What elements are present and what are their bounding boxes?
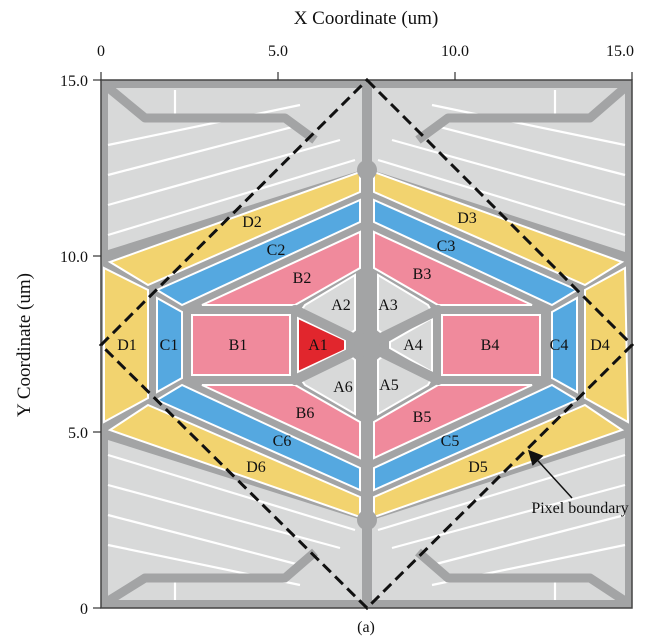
x-tick-label: 10.0 (441, 43, 469, 60)
segment-d4 (584, 266, 630, 424)
label-c3: C3 (437, 238, 456, 255)
x-tick-label: 15.0 (606, 43, 634, 60)
segment-b3 (373, 230, 533, 306)
y-tick-label: 5.0 (68, 425, 88, 442)
y-tick-label: 0 (80, 601, 88, 618)
label-c1: C1 (160, 337, 179, 354)
segment-d2 (107, 170, 361, 287)
pixel-boundary-label: Pixel boundary (531, 500, 628, 517)
outer-cell-traces (102, 81, 631, 607)
x-tick-label: 5.0 (268, 43, 288, 60)
d-ring (103, 170, 630, 519)
segment-b4 (441, 314, 541, 376)
label-b3: B3 (413, 266, 432, 283)
figure-caption: (a) (357, 619, 375, 636)
segment-labels: A1 A2 A3 A4 A5 A6 B1 B2 B3 B4 B5 B6 C1 C… (117, 210, 610, 476)
label-c2: C2 (267, 242, 286, 259)
segment-d6 (107, 403, 361, 519)
x-tick-label: 0 (97, 43, 105, 60)
segment-b2 (201, 230, 361, 306)
axis-ticks (93, 72, 633, 609)
label-a6: A6 (333, 379, 353, 396)
y-tick-label: 15.0 (60, 73, 88, 90)
segment-b5 (373, 384, 533, 460)
segment-c3 (373, 198, 580, 307)
label-b2: B2 (293, 270, 312, 287)
label-b1: B1 (229, 337, 248, 354)
label-b6: B6 (296, 405, 315, 422)
label-a3: A3 (378, 297, 398, 314)
a-region (297, 273, 434, 416)
label-d6: D6 (246, 459, 266, 476)
segment-b1 (191, 314, 291, 376)
label-c5: C5 (441, 433, 460, 450)
segment-c1 (156, 296, 183, 394)
label-d2: D2 (242, 214, 262, 231)
label-b5: B5 (413, 409, 432, 426)
segment-d5 (373, 403, 625, 519)
segment-a1 (297, 316, 346, 374)
b-ring (191, 230, 541, 460)
label-a1: A1 (308, 337, 328, 354)
segment-c6 (154, 383, 361, 492)
c-ring (154, 198, 580, 492)
y-axis-title: Y Coordinate (um) (14, 273, 35, 417)
segment-b6 (201, 384, 361, 460)
plot-area (101, 80, 632, 608)
segment-d1 (103, 266, 149, 424)
label-d5: D5 (468, 459, 488, 476)
pixel-boundary (98, 77, 635, 611)
y-tick-label: 10.0 (60, 249, 88, 266)
segment-c2 (154, 198, 361, 307)
label-d3: D3 (457, 210, 477, 227)
label-d4: D4 (590, 337, 610, 354)
x-axis-title: X Coordinate (um) (294, 8, 439, 29)
label-a5: A5 (379, 377, 399, 394)
label-a4: A4 (403, 337, 423, 354)
label-c6: C6 (273, 433, 292, 450)
label-b4: B4 (481, 337, 500, 354)
label-c4: C4 (550, 337, 569, 354)
segment-c4 (551, 296, 578, 394)
upper-spine-node (357, 160, 377, 180)
outer-cell-grooves (107, 90, 626, 600)
lower-spine-node (357, 510, 377, 530)
center-node (355, 333, 379, 357)
segment-d3 (373, 170, 625, 287)
label-d1: D1 (117, 337, 137, 354)
annotation-arrow (527, 449, 573, 499)
label-a2: A2 (331, 297, 351, 314)
